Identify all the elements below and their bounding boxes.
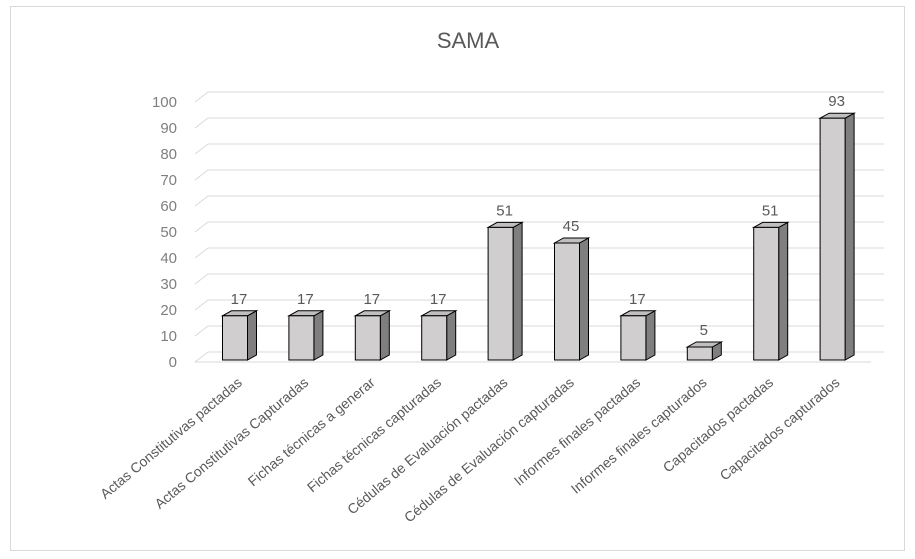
y-tick-label: 100 [152, 94, 177, 111]
bar-side [313, 309, 324, 361]
bar [618, 309, 657, 361]
bar [286, 309, 325, 361]
bar-front [487, 226, 514, 361]
bar-side [645, 309, 656, 361]
gridline [194, 325, 884, 337]
bar-front [288, 315, 315, 361]
bar-side [512, 221, 523, 361]
bar [685, 341, 724, 361]
bar-side [844, 112, 855, 361]
gridline [194, 247, 884, 259]
y-tick-label: 60 [160, 198, 177, 215]
y-tick-label: 50 [160, 224, 177, 241]
y-tick-label: 20 [160, 302, 177, 319]
y-tick-label: 30 [160, 276, 177, 293]
y-tick-label: 70 [160, 172, 177, 189]
bar [419, 309, 458, 361]
bar-front [421, 315, 448, 361]
bar [353, 309, 392, 361]
category-label: Fichas técnicas capturadas [304, 374, 444, 495]
bar [220, 309, 259, 361]
data-labels: 17 17 17 17 51 45 17 5 51 93 [231, 93, 845, 339]
bar-front [222, 315, 248, 361]
bar-front [554, 242, 580, 361]
chart-title: SAMA [437, 28, 500, 53]
gridline [194, 91, 884, 103]
gridline [194, 195, 884, 207]
y-axis-ticks: 0 10 20 30 40 50 60 70 80 90 100 [152, 94, 177, 371]
gridline [194, 143, 884, 155]
bar-front [686, 346, 713, 361]
data-label: 93 [828, 93, 845, 110]
y-tick-label: 0 [169, 354, 177, 371]
bar-front [620, 315, 647, 361]
data-label: 17 [231, 291, 248, 308]
chart-svg: SAMA 0 10 20 30 40 50 60 70 80 90 100 17 17 17 17 51 45… [97, 28, 884, 526]
chart-area: SAMA 0 10 20 30 40 50 60 70 80 90 100 17 17 17 17 51 45… [10, 6, 905, 551]
bar [818, 112, 857, 361]
y-tick-label: 40 [160, 250, 177, 267]
data-label: 17 [297, 291, 314, 308]
bar [552, 237, 591, 361]
bar-side [778, 221, 789, 361]
y-tick-label: 80 [160, 146, 177, 163]
gridline [194, 299, 884, 311]
category-label: Capacitados capturados [717, 374, 843, 483]
bars [220, 112, 857, 361]
category-label: Fichas técnicas a generar [245, 374, 378, 490]
y-tick-label: 90 [160, 120, 177, 137]
gridline [194, 273, 884, 285]
data-label: 45 [563, 218, 580, 235]
bar-front [354, 315, 381, 361]
gridline [194, 117, 884, 129]
data-label: 51 [762, 202, 779, 219]
category-label: Informes finales capturados [568, 374, 710, 497]
bar-side [247, 309, 257, 361]
gridlines [194, 91, 884, 363]
bar-side [446, 309, 457, 361]
bar-side [379, 309, 390, 361]
category-label: Capacitados pactadas [660, 374, 776, 475]
category-label: Informes finales pactadas [511, 374, 643, 489]
data-label: 51 [496, 202, 513, 219]
data-label: 17 [629, 291, 646, 308]
gridline [194, 221, 884, 233]
gridline [194, 351, 884, 363]
data-label: 17 [363, 291, 380, 308]
y-tick-label: 10 [160, 328, 177, 345]
bar-front [753, 226, 780, 361]
bar [751, 221, 790, 361]
data-label: 17 [430, 291, 447, 308]
bar-front [819, 117, 846, 361]
gridline [194, 169, 884, 181]
data-label: 5 [700, 322, 708, 339]
bar [486, 221, 525, 361]
bar-side [579, 237, 589, 361]
